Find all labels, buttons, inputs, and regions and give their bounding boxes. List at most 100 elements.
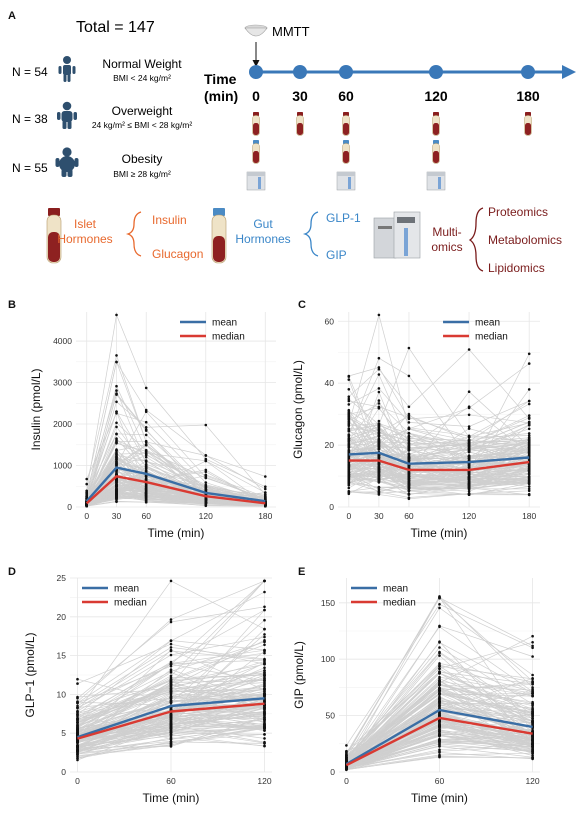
subject-point [527,388,531,391]
subject-point [263,640,266,644]
subject-point [347,446,351,450]
subject-point [527,440,531,443]
subject-point [527,463,531,466]
subject-point [115,494,118,498]
subject-point [407,486,411,490]
subject-point [527,489,531,493]
legend-label-mean: mean [383,584,408,595]
x-tick-label: 60 [404,511,414,521]
subject-point [407,434,411,438]
subject-point [263,579,266,583]
subject-point [263,744,266,748]
subject-point [467,477,471,481]
bowl-icon [244,24,268,37]
timepoint-label: 180 [516,88,540,104]
subject-point [467,390,471,394]
subject-point [204,488,208,492]
subject-point [347,437,351,440]
subject-point [169,676,173,679]
legend: mean median [443,318,508,343]
gut-tube-icon [211,208,227,264]
subject-point [347,444,351,447]
subject-point [527,434,531,437]
subject-point [115,393,118,396]
subject-point [467,413,471,417]
y-axis-label: GIP (pmol/L) [292,641,306,709]
subject-point [438,693,441,696]
x-tick-label: 0 [346,511,351,521]
subject-point [263,666,266,669]
subject-point [438,742,441,746]
gut-label-2: Hormones [235,232,290,246]
subject-point [407,445,411,448]
subject-point [377,366,381,369]
subject-point [263,741,266,745]
subject-point [204,454,208,457]
subject-point [169,674,173,678]
subject-point [169,731,173,735]
subject-point [467,425,471,428]
islet-label-1: Islet [74,217,97,231]
subject-point [115,498,118,501]
subject-point [438,675,441,679]
sample-tube-icon [252,140,260,164]
subject-point [377,489,381,493]
subject-point [467,449,471,453]
person-heavy-icon [55,147,79,177]
subject-point [347,399,351,403]
y-axis-label: Glucagon (pmol/L) [291,360,305,459]
group-criteria: BMI ≥ 28 kg/m² [113,169,171,179]
subject-point [377,427,381,431]
subject-point [115,485,118,489]
subject-point [407,414,411,418]
legend: mean median [180,318,245,343]
subject-point [263,608,266,612]
subject-point [377,455,381,459]
subject-points [85,313,267,508]
subject-point [438,603,441,606]
subject-points [345,595,534,772]
sample-tube-icon [524,112,532,136]
subject-point [264,485,267,489]
y-tick-label: 5 [61,728,66,738]
subject-point [76,733,79,736]
timepoint-dot [339,65,353,79]
subject-point [347,388,351,391]
subject-point [527,477,531,481]
subject-point [407,374,411,378]
subject-point [438,700,441,703]
x-axis-label: Time (min) [143,791,200,805]
subject-point [467,485,471,489]
group-criteria: BMI < 24 kg/m² [113,73,171,83]
subject-point [76,701,79,705]
y-tick-label: 50 [326,711,336,721]
subject-point [347,448,351,452]
subject-point [204,470,208,474]
subject-point [347,430,351,433]
subject-point [263,670,266,674]
subject-point [527,420,531,424]
group-n: N = 38 [12,112,48,126]
subject-point [407,493,411,496]
subject-point [85,477,88,481]
subject-point [531,694,534,698]
subject-point [377,387,381,390]
subject-point [169,662,173,665]
sample-tube-icon [432,140,440,164]
subject-point [407,482,411,486]
subject-point [347,486,351,490]
subject-point [263,605,266,609]
subject-point [438,686,441,690]
subject-point [169,620,173,624]
subject-point [169,618,173,621]
subject-point [263,737,266,740]
x-tick-label: 180 [258,511,272,521]
subject-point [531,739,534,743]
subject-point [144,440,148,444]
subject-point [438,595,441,598]
subject-point [144,466,148,469]
subject-point [169,646,173,649]
subject-point [76,710,79,713]
timepoint-label: 0 [252,88,260,104]
subject-point [264,475,267,478]
